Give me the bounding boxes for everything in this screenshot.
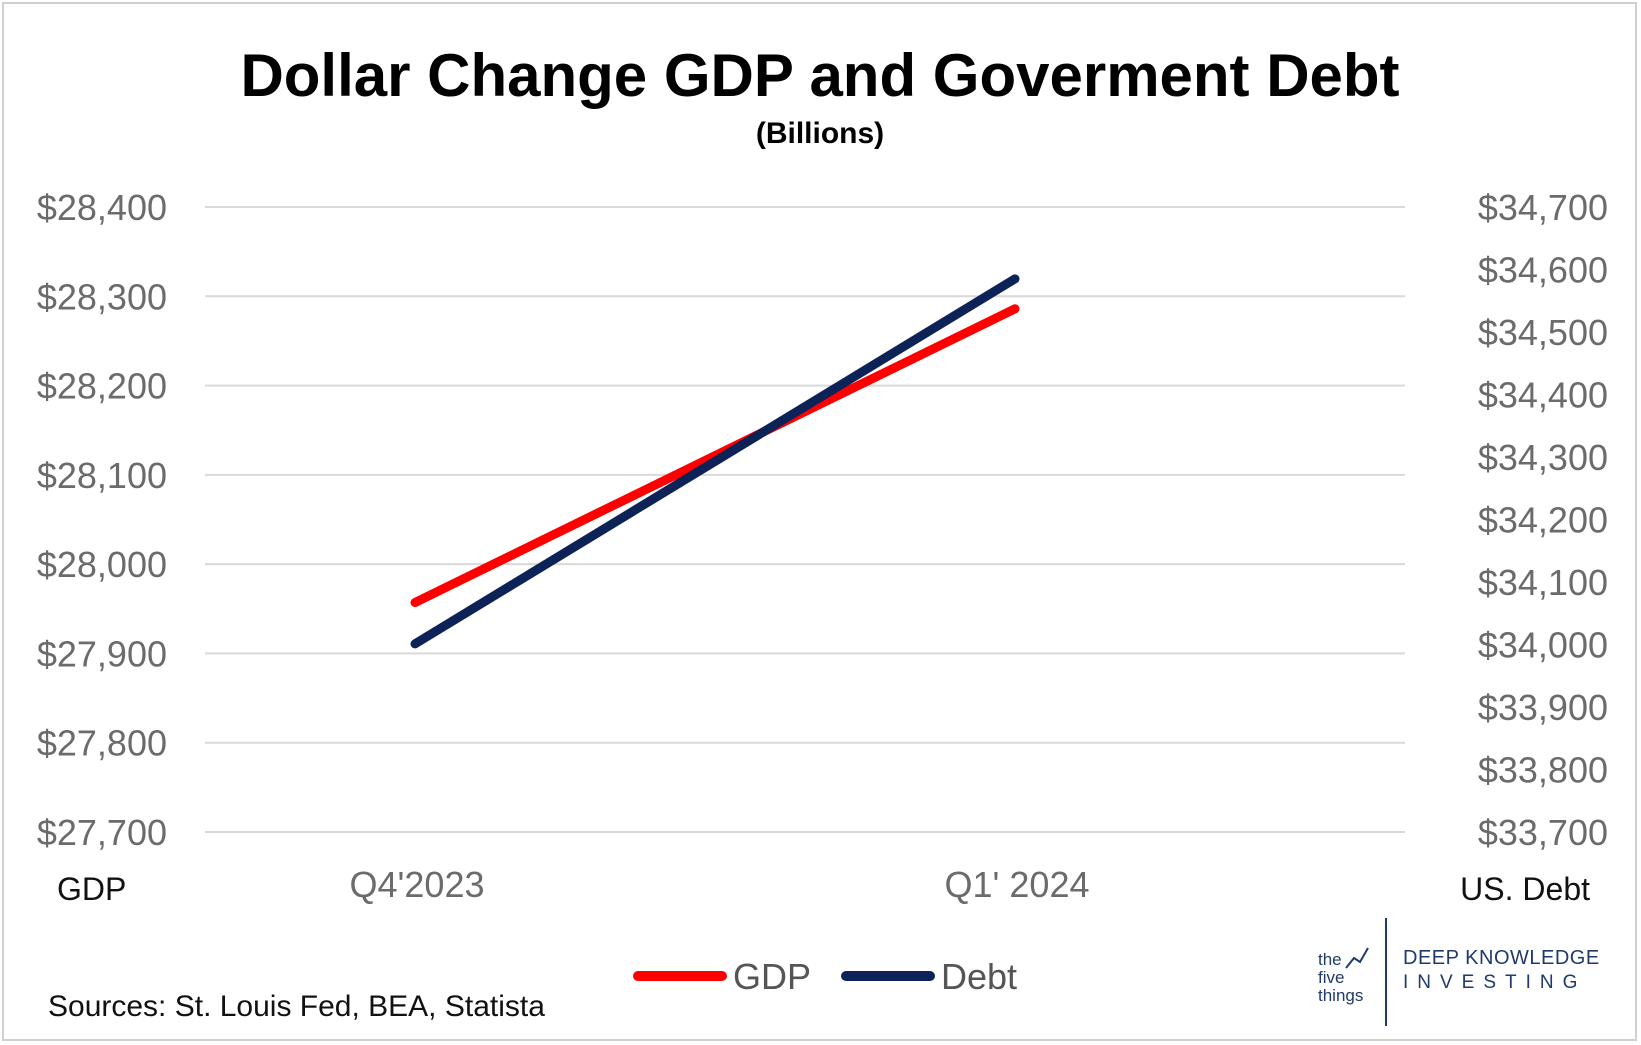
series-line-gdp <box>410 304 1020 608</box>
legend-gdp-label: GDP <box>733 956 811 997</box>
right-tick-label: $34,100 <box>1478 562 1608 603</box>
right-tick-label: $34,600 <box>1478 250 1608 291</box>
right-axis-ticks: $33,700 $33,800 $33,900 $34,000 $34,100 $34,2… <box>1478 187 1608 853</box>
left-tick-label: $27,800 <box>37 723 167 764</box>
brand-logo: the five things DEEP KNOWLEDGE INVESTING <box>1318 918 1600 1026</box>
left-axis-label: GDP <box>57 871 126 907</box>
logo-deep-knowledge: DEEP KNOWLEDGE <box>1403 947 1600 969</box>
left-tick-label: $28,000 <box>37 544 167 585</box>
x-tick-label: Q1' 2024 <box>945 864 1090 905</box>
right-tick-label: $34,000 <box>1478 625 1608 666</box>
right-tick-label: $34,500 <box>1478 312 1608 353</box>
sources-note: Sources: St. Louis Fed, BEA, Statista <box>48 990 545 1023</box>
left-tick-label: $28,400 <box>37 187 167 228</box>
legend-debt-label: Debt <box>941 956 1017 997</box>
logo-line-five: five <box>1318 968 1344 987</box>
logo-trend-icon <box>1345 947 1369 969</box>
legend: GDP Debt <box>633 956 1017 997</box>
right-tick-label: $34,400 <box>1478 375 1608 416</box>
x-tick-label: Q4'2023 <box>350 864 485 905</box>
logo-line-the: the <box>1318 950 1342 969</box>
left-tick-label: $27,900 <box>37 633 167 674</box>
x-axis-ticks: Q4'2023 Q1' 2024 <box>350 864 1090 905</box>
right-tick-label: $33,900 <box>1478 687 1608 728</box>
right-tick-label: $33,800 <box>1478 750 1608 791</box>
left-tick-label: $28,300 <box>37 276 167 317</box>
gridlines <box>205 206 1405 833</box>
left-tick-label: $28,200 <box>37 366 167 407</box>
left-tick-label: $28,100 <box>37 455 167 496</box>
logo-investing: INVESTING <box>1403 972 1586 993</box>
right-tick-label: $34,300 <box>1478 437 1608 478</box>
right-axis-label: US. Debt <box>1460 871 1590 907</box>
series-lines <box>410 274 1020 649</box>
left-axis-ticks: $27,700 $27,800 $27,900 $28,000 $28,100 $28,2… <box>37 187 167 853</box>
chart-subtitle: (Billions) <box>756 117 884 150</box>
left-tick-label: $27,700 <box>37 812 167 853</box>
chart-title: Dollar Change GDP and Goverment Debt <box>240 42 1399 109</box>
logo-line-things: things <box>1318 986 1363 1005</box>
right-tick-label: $34,200 <box>1478 500 1608 541</box>
right-tick-label: $33,700 <box>1478 812 1608 853</box>
series-line-debt <box>410 274 1020 649</box>
right-tick-label: $34,700 <box>1478 187 1608 228</box>
